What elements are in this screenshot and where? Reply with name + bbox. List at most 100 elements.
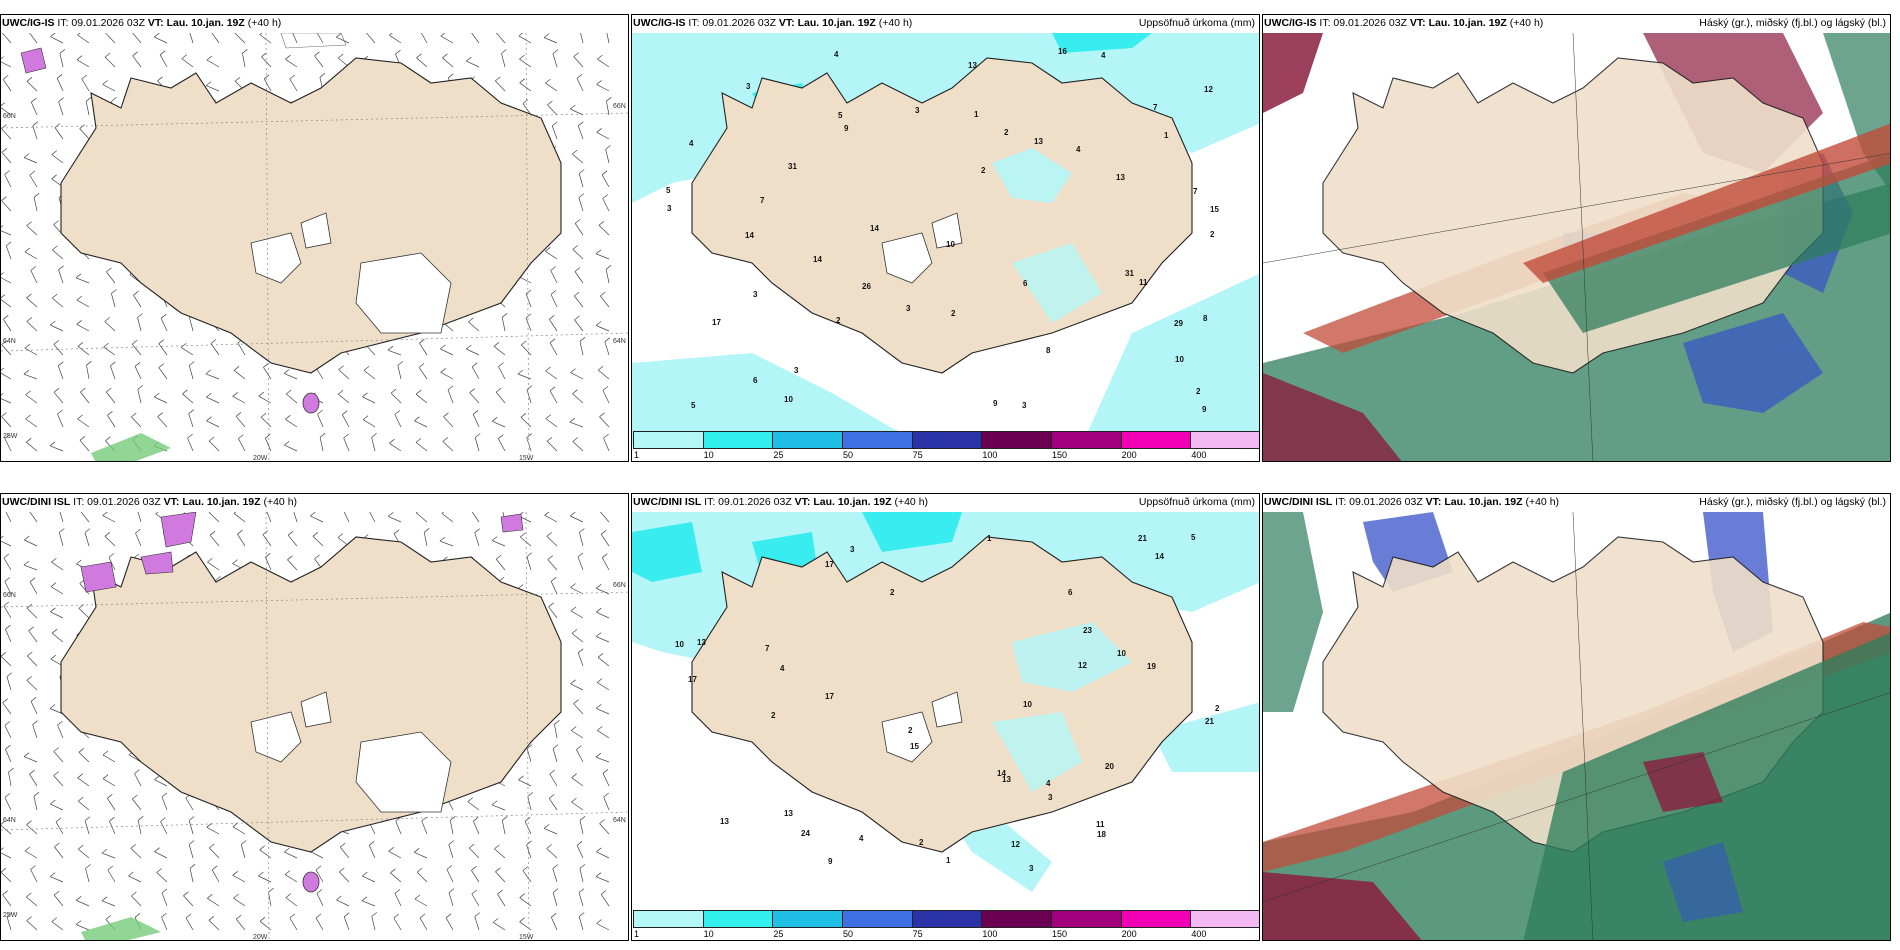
wind-barb-flag (182, 55, 187, 59)
wind-barb (395, 893, 401, 906)
wind-barb (336, 37, 349, 43)
wind-barb (364, 370, 375, 379)
wind-barb-flag (78, 33, 83, 35)
wind-barb-flag (424, 528, 429, 532)
wind-barb-flag (313, 532, 318, 536)
wind-barb (316, 918, 323, 930)
wind-barb-flag (571, 607, 576, 611)
wind-barb (31, 270, 37, 283)
colorbar-label: 50 (843, 929, 853, 939)
precip-value-label: 12 (1011, 840, 1020, 849)
wind-barb-flag (502, 49, 507, 53)
wind-barb-flag (597, 679, 602, 683)
colorbar-swatch (1051, 910, 1122, 928)
wind-barb (574, 704, 584, 714)
wind-barb-flag (495, 77, 500, 81)
wind-barb (80, 392, 89, 403)
wind-barb-flag (285, 55, 290, 59)
wind-barb-flag (285, 415, 290, 419)
wind-barb (107, 415, 115, 427)
wind-barb (2, 417, 11, 427)
wind-barb-flag (502, 313, 507, 317)
wind-barb-flag (551, 290, 556, 294)
wind-barb-flag (103, 512, 108, 516)
wind-barb (599, 225, 609, 235)
wind-barb-flag (51, 558, 56, 562)
wind-barb-flag (133, 291, 138, 295)
wind-barb-flag (596, 608, 601, 612)
wind-barb (189, 366, 193, 380)
lat-label-66n: 66N (3, 592, 16, 599)
wind-barb (575, 272, 583, 284)
wind-barb (211, 33, 219, 43)
wind-barb-flag (576, 746, 581, 750)
wind-barb-flag (544, 824, 549, 828)
wind-barb (183, 394, 194, 403)
wind-barb (388, 350, 401, 355)
wind-barb-flag (86, 864, 91, 868)
wind-barb-flag (519, 55, 524, 59)
colorbar-swatch (1190, 431, 1260, 449)
wind-barb-flag (600, 292, 605, 296)
wind-barb (496, 392, 505, 403)
wind-barb-flag (580, 337, 585, 341)
precip-value-label: 24 (801, 829, 810, 838)
wind-barb (27, 298, 38, 307)
precip-value-label: 3 (906, 304, 911, 313)
wind-barb (545, 83, 557, 91)
wind-barb-flag (59, 98, 64, 102)
wind-barb (571, 611, 583, 618)
wind-barb (52, 155, 63, 163)
colorbar-label: 400 (1191, 450, 1206, 460)
wind-barb-flag (286, 894, 291, 898)
wind-barb (86, 868, 89, 882)
precip-value-label: 2 (919, 838, 924, 847)
wind-barb (444, 417, 454, 427)
wind-barb-flag (211, 340, 216, 344)
wind-barb-flag (519, 776, 524, 780)
wind-barb-flag (154, 33, 159, 37)
wind-barb-flag (27, 821, 32, 825)
wind-barb (498, 439, 505, 451)
wind-barb-flag (108, 866, 113, 870)
wind-barb (25, 851, 37, 858)
colorbar-label: 150 (1052, 929, 1067, 939)
wind-barb-flag (87, 361, 92, 365)
wind-barb-flag (443, 437, 448, 441)
wind-barb (78, 801, 89, 810)
wind-barb-flag (579, 194, 584, 198)
wind-barb-flag (263, 363, 268, 367)
wind-barb (258, 876, 271, 882)
wind-barb-flag (80, 388, 85, 392)
wind-barb-flag (159, 364, 164, 368)
wind-barb (548, 560, 557, 571)
wind-barb (416, 513, 427, 522)
lat-label-66n: 66N (3, 113, 16, 120)
wind-barb (441, 36, 453, 43)
wind-barb-flag (131, 844, 136, 848)
wind-barb (135, 774, 142, 786)
wind-barb (447, 869, 453, 882)
precip-value-label: 5 (1191, 533, 1196, 542)
wind-barb-flag (260, 33, 265, 35)
wind-barb-flag (572, 774, 577, 778)
wind-barb-flag (207, 558, 212, 562)
wind-barb-flag (105, 318, 110, 322)
wind-barb (578, 557, 583, 570)
colorbar-swatch (1121, 910, 1192, 928)
wind-barb (553, 869, 557, 882)
lat-label-64n: 64N (3, 817, 16, 824)
wind-barb (579, 174, 583, 188)
wind-barb-flag (161, 818, 166, 822)
wind-barb-flag (520, 894, 525, 898)
colorbar-swatch (981, 910, 1052, 928)
wind-barb-flag (597, 920, 602, 924)
wind-barb (597, 683, 609, 691)
wind-barb-flag (449, 889, 454, 893)
wind-barb (523, 871, 531, 882)
wind-barb-flag (574, 700, 579, 704)
wind-barb-flag (603, 195, 608, 199)
wind-barb-flag (320, 73, 325, 77)
wind-barb-flag (579, 529, 584, 533)
wind-barb-flag (344, 913, 349, 917)
